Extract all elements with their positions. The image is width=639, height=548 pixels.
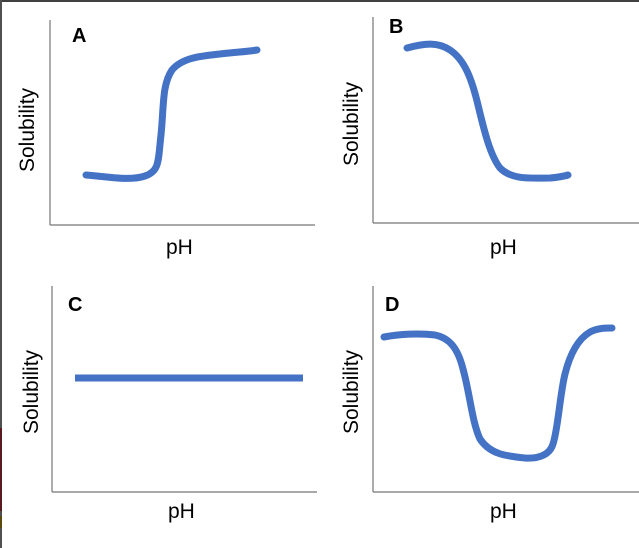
chart-b-plot	[372, 17, 639, 224]
chart-c-plot	[51, 286, 317, 493]
chart-panel-d: D Solubility pH	[320, 274, 639, 548]
edge-accent-dark-red	[0, 428, 2, 511]
chart-panel-a: A Solubility pH	[0, 0, 320, 274]
y-axis-label-b: Solubility	[340, 81, 363, 166]
y-axis-label-d: Solubility	[340, 349, 363, 434]
x-axis-label-d: pH	[490, 500, 517, 523]
y-axis-label-c: Solubility	[20, 349, 43, 434]
x-axis-label-c: pH	[168, 500, 195, 523]
panel-letter-c: C	[68, 294, 83, 316]
panel-letter-a: A	[72, 25, 87, 47]
y-axis-label-a: Solubility	[16, 87, 39, 172]
chart-d-plot	[372, 286, 639, 493]
panel-letter-d: D	[385, 294, 400, 316]
edge-accent-brown	[0, 516, 2, 528]
curve-d	[380, 324, 616, 462]
curve-b	[403, 40, 572, 182]
chart-panel-b: B Solubility pH	[320, 0, 639, 274]
curve-a	[82, 46, 261, 182]
panel-letter-b: B	[389, 16, 404, 38]
x-axis-label-a: pH	[166, 236, 193, 259]
chart-panel-c: C Solubility pH	[0, 274, 320, 548]
chart-a-plot	[49, 20, 315, 226]
x-axis-label-b: pH	[490, 236, 517, 259]
image-frame-left-border	[0, 0, 2, 548]
image-frame-top-border	[0, 0, 639, 2]
